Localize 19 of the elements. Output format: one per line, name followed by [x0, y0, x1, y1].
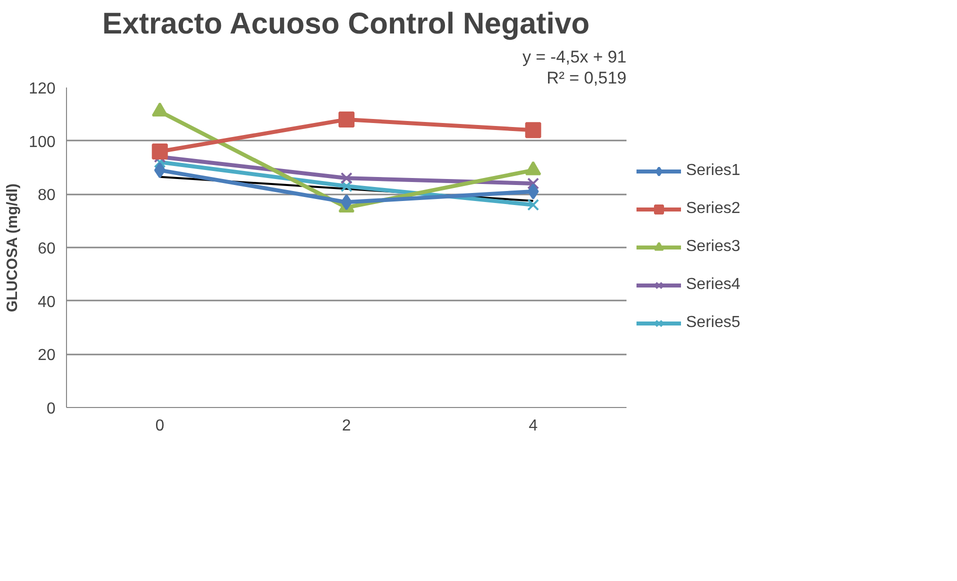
x-tick-label: 2	[342, 418, 352, 434]
y-tick-label: 0	[46, 400, 56, 418]
chart-title: Extracto Acuoso Control Negativo	[102, 8, 590, 40]
x-tick-label: 4	[528, 418, 538, 434]
y-tick-label: 60	[38, 240, 56, 258]
legend-label: Series2	[686, 200, 740, 218]
y-axis-title: GLUCOSA (mg/dl)	[4, 183, 21, 312]
legend-label: Series1	[686, 162, 740, 180]
legend-label: Series5	[686, 314, 740, 332]
x-tick-label: 0	[155, 418, 164, 434]
legend-label: Series3	[686, 238, 740, 256]
y-tick-label: 120	[28, 80, 56, 98]
y-tick-label: 20	[38, 347, 56, 364]
legend-label: Series4	[686, 276, 740, 294]
y-tick-label: 100	[28, 134, 56, 151]
annotation: R² = 0,519	[546, 68, 627, 88]
y-tick-label: 80	[38, 187, 56, 204]
y-tick-label: 40	[38, 294, 56, 311]
text: y = -4,5x + 91	[522, 48, 626, 66]
